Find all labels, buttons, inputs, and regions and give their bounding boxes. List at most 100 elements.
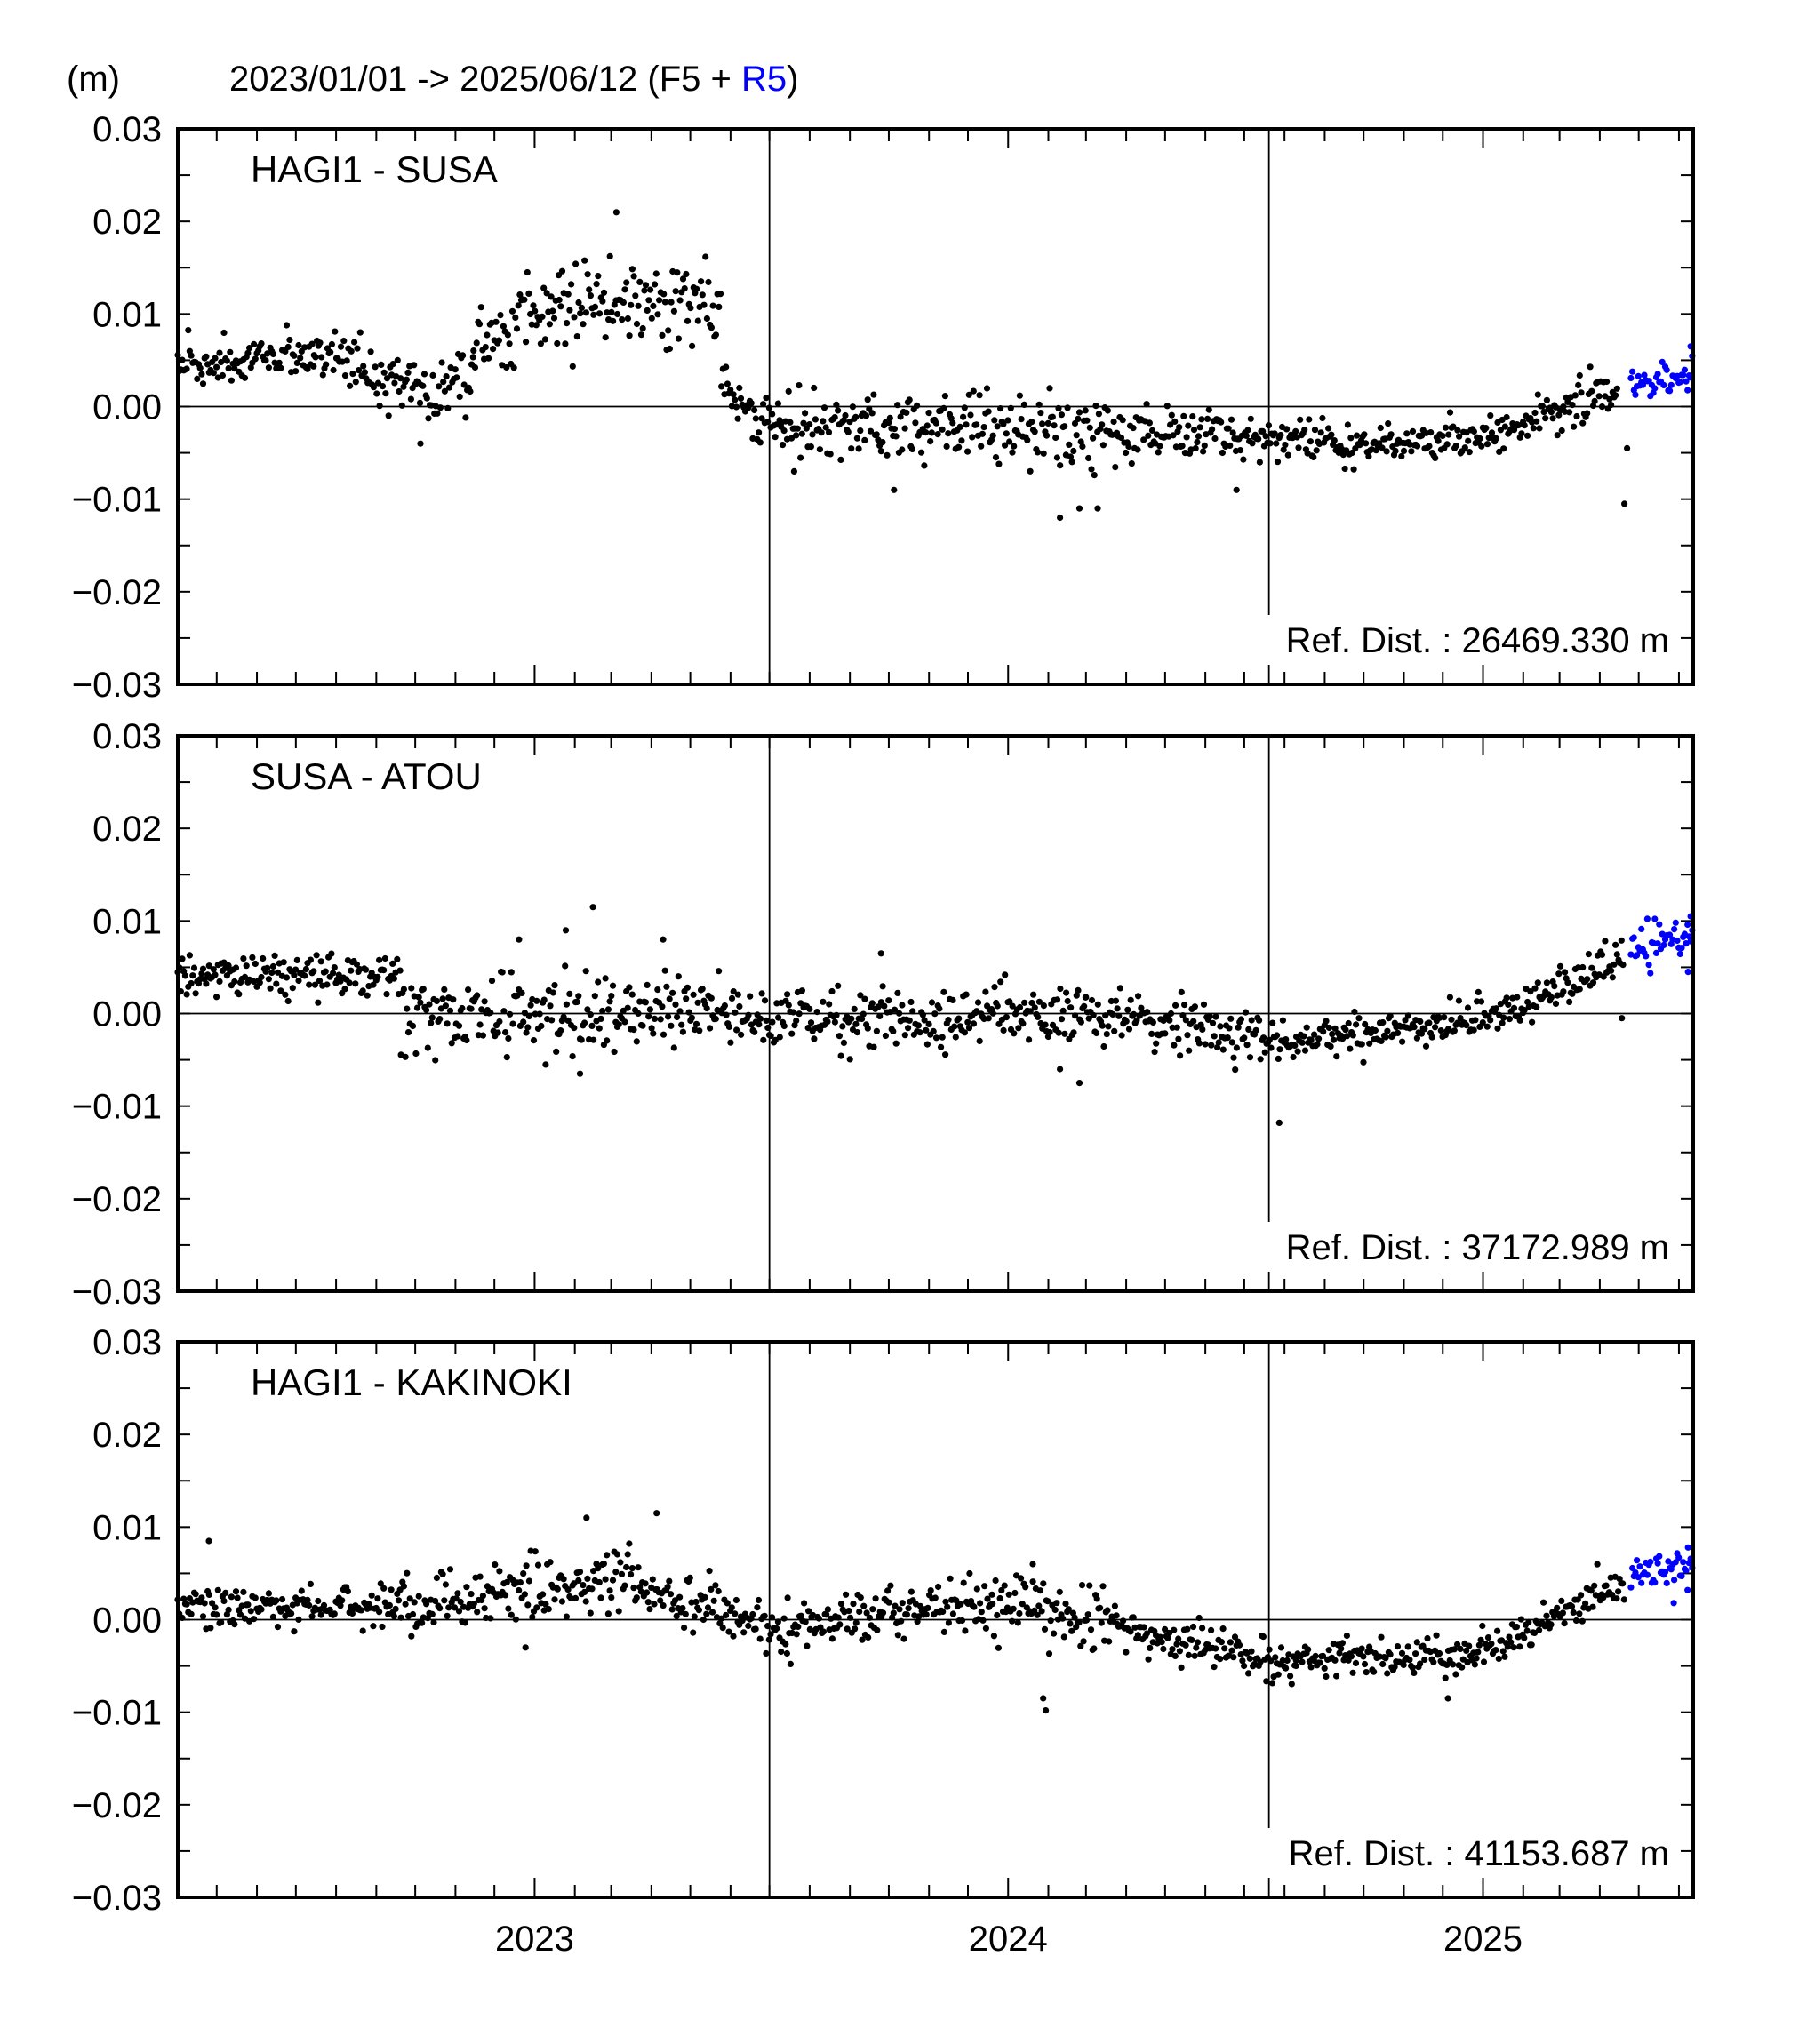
data-point-F5 (361, 369, 368, 376)
data-point-F5 (1450, 423, 1457, 430)
data-point-F5 (1228, 1039, 1235, 1046)
data-point-F5 (885, 1599, 892, 1606)
data-point-F5 (1472, 1017, 1479, 1024)
data-point-F5 (595, 978, 602, 986)
data-point-F5 (694, 317, 701, 324)
data-point-F5 (1266, 1646, 1273, 1653)
data-point-F5 (1103, 1031, 1110, 1038)
data-point-F5 (595, 273, 602, 280)
data-point-F5 (628, 1565, 636, 1572)
data-point-F5 (1124, 1006, 1131, 1013)
data-point-F5 (612, 209, 620, 216)
data-point-F5 (939, 426, 946, 433)
data-point-F5 (670, 1044, 677, 1051)
data-point-R5 (1667, 381, 1675, 388)
data-point-F5 (1179, 1012, 1187, 1019)
data-point-F5 (1245, 1026, 1252, 1033)
data-point-F5 (1217, 1023, 1224, 1030)
data-point-F5 (1104, 1607, 1111, 1614)
data-point-F5 (590, 1036, 597, 1043)
data-point-F5 (818, 429, 825, 436)
data-point-F5 (756, 1021, 763, 1028)
data-point-F5 (351, 339, 358, 346)
data-point-F5 (500, 323, 508, 330)
data-point-F5 (258, 973, 265, 981)
data-point-F5 (513, 325, 521, 332)
data-point-F5 (1275, 1055, 1282, 1062)
date-range-title: 2023/01/01 -> 2025/06/12 (F5 + R5) (229, 60, 798, 99)
data-point-F5 (844, 1625, 851, 1633)
data-point-R5 (1667, 931, 1674, 938)
data-point-F5 (604, 1006, 612, 1013)
data-point-F5 (855, 445, 862, 452)
data-point-F5 (1292, 1662, 1299, 1670)
data-point-F5 (940, 404, 947, 411)
data-point-F5 (1111, 1027, 1118, 1034)
data-point-F5 (576, 1070, 584, 1077)
data-point-F5 (769, 1614, 776, 1621)
data-point-F5 (660, 1031, 668, 1038)
data-point-F5 (1218, 419, 1225, 426)
data-point-F5 (734, 991, 741, 998)
data-point-F5 (664, 1584, 671, 1591)
data-point-F5 (1350, 466, 1357, 473)
data-point-F5 (919, 1011, 926, 1018)
data-point-F5 (1589, 1603, 1596, 1610)
data-point-F5 (754, 1604, 761, 1611)
data-point-F5 (508, 969, 515, 976)
data-point-F5 (836, 1621, 844, 1628)
data-point-F5 (1143, 401, 1150, 408)
data-point-F5 (1094, 1001, 1101, 1008)
data-point-F5 (703, 315, 711, 323)
data-point-F5 (1269, 1019, 1276, 1026)
data-point-R5 (1652, 949, 1660, 956)
data-point-F5 (406, 1595, 413, 1602)
data-point-F5 (921, 462, 928, 469)
data-point-F5 (861, 436, 868, 443)
data-point-F5 (1325, 1024, 1332, 1032)
data-point-F5 (1496, 448, 1503, 455)
data-point-F5 (1421, 1026, 1428, 1033)
data-point-F5 (1483, 1023, 1491, 1030)
data-point-F5 (214, 1586, 221, 1593)
data-point-F5 (378, 361, 385, 368)
data-point-F5 (1442, 424, 1450, 431)
data-point-F5 (1123, 1018, 1130, 1025)
data-point-F5 (1241, 1662, 1248, 1670)
data-point-F5 (1576, 371, 1583, 379)
data-point-F5 (183, 365, 190, 372)
data-point-F5 (1283, 1657, 1291, 1665)
data-point-F5 (1173, 1024, 1180, 1031)
data-point-F5 (852, 413, 860, 420)
data-point-F5 (1027, 467, 1034, 475)
data-point-F5 (1011, 1030, 1018, 1037)
data-point-F5 (928, 429, 935, 436)
data-point-F5 (1171, 1042, 1178, 1049)
data-point-F5 (273, 1597, 280, 1604)
data-point-F5 (804, 1642, 811, 1649)
data-point-F5 (1620, 1596, 1627, 1603)
data-point-R5 (1647, 970, 1654, 977)
data-point-F5 (1110, 418, 1117, 426)
data-point-F5 (523, 1029, 530, 1036)
data-point-F5 (648, 315, 655, 322)
data-point-F5 (1053, 454, 1060, 461)
data-point-F5 (833, 1011, 840, 1018)
data-point-F5 (956, 423, 963, 430)
data-point-F5 (765, 1636, 772, 1643)
data-point-F5 (1047, 1617, 1054, 1625)
data-point-F5 (647, 286, 654, 293)
data-point-F5 (1501, 1653, 1508, 1660)
data-point-F5 (649, 1576, 656, 1583)
data-point-F5 (1001, 1582, 1008, 1589)
data-point-F5 (725, 1628, 732, 1635)
data-point-F5 (788, 1030, 796, 1037)
data-point-F5 (837, 1052, 844, 1059)
data-point-F5 (861, 995, 868, 1002)
data-point-F5 (899, 446, 906, 453)
data-point-F5 (381, 954, 388, 962)
data-point-F5 (1547, 1621, 1555, 1628)
data-point-F5 (597, 1015, 604, 1022)
data-point-F5 (1360, 1653, 1367, 1660)
